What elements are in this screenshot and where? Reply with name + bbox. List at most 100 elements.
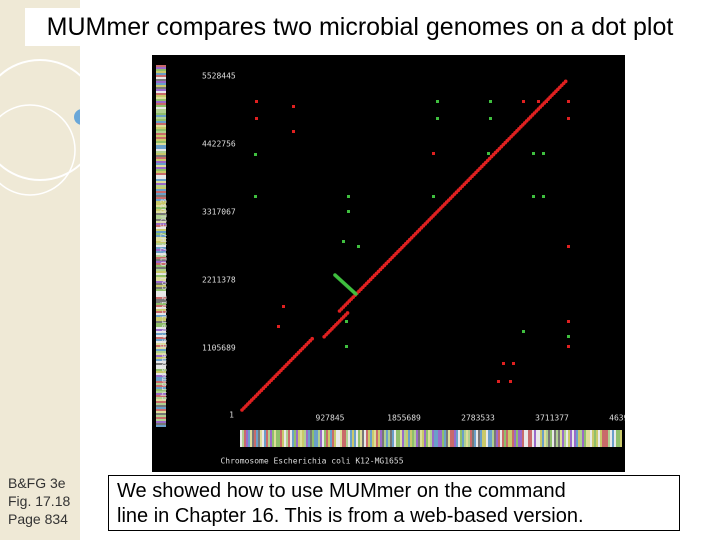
strip [156,331,166,333]
strip [268,430,270,447]
strip [156,99,166,101]
strip [604,430,606,447]
strip [450,430,452,447]
strip [156,65,166,67]
strip [156,213,166,215]
strip [462,430,464,447]
strip [540,430,542,447]
x-tick-label: 927845 [316,414,345,423]
match [563,79,568,84]
match [497,380,500,383]
match [522,330,525,333]
match [502,362,505,365]
strip [476,430,478,447]
strip [312,430,314,447]
strip [156,105,166,107]
strip [502,430,504,447]
strip [584,430,586,447]
strip [492,430,494,447]
match [292,105,295,108]
strip [444,430,446,447]
strip [472,430,474,447]
match [432,195,435,198]
strip [430,430,432,447]
strip [572,430,574,447]
strip [586,430,588,447]
strip [248,430,250,447]
strip [408,430,410,447]
strip [574,430,576,447]
strip [156,397,166,399]
strip [156,111,166,113]
match [342,240,345,243]
strip [156,239,166,241]
strip [156,421,166,423]
strip [558,430,560,447]
strip [494,430,496,447]
strip [280,430,282,447]
strip [508,430,510,447]
strip [394,430,396,447]
strip [592,430,594,447]
strip [156,165,166,167]
strip [506,430,508,447]
strip [156,217,166,219]
match [487,152,490,155]
strip [156,405,166,407]
strip [156,79,166,81]
strip [382,430,384,447]
strip [156,135,166,137]
strip [156,245,166,247]
strip [616,430,618,447]
strip [272,430,274,447]
strip [156,171,166,173]
strip [356,430,358,447]
strip [378,430,380,447]
strip [306,430,308,447]
strip [538,430,540,447]
strip [156,381,166,383]
strip [564,430,566,447]
strip [292,430,294,447]
strip [246,430,248,447]
strip [550,430,552,447]
strip [156,319,166,321]
strip [156,347,166,349]
strip [156,147,166,149]
reference-line: B&FG 3e [8,475,66,491]
strip [156,113,166,115]
strip [156,345,166,347]
strip [156,389,166,391]
strip [156,327,166,329]
strip [156,161,166,163]
strip [156,321,166,323]
strip [156,201,166,203]
strip [156,75,166,77]
match [254,153,257,156]
match [254,195,257,198]
strip [350,430,352,447]
strip [156,307,166,309]
strip [412,430,414,447]
strip [156,317,166,319]
strip [156,293,166,295]
strip [156,169,166,171]
strip [156,93,166,95]
strip [482,430,484,447]
strip [156,367,166,369]
x-axis-label: Chromosome Escherichia coli K12-MG1655 [220,457,403,466]
ring [0,104,76,196]
strip [156,223,166,225]
strip [156,357,166,359]
strip [460,430,462,447]
strip [156,215,166,217]
strip [156,133,166,135]
strip [466,430,468,447]
strip [398,430,400,447]
strip [156,265,166,267]
strip [570,430,572,447]
strip [452,430,454,447]
strip [156,167,166,169]
strip [156,203,166,205]
strip [156,269,166,271]
